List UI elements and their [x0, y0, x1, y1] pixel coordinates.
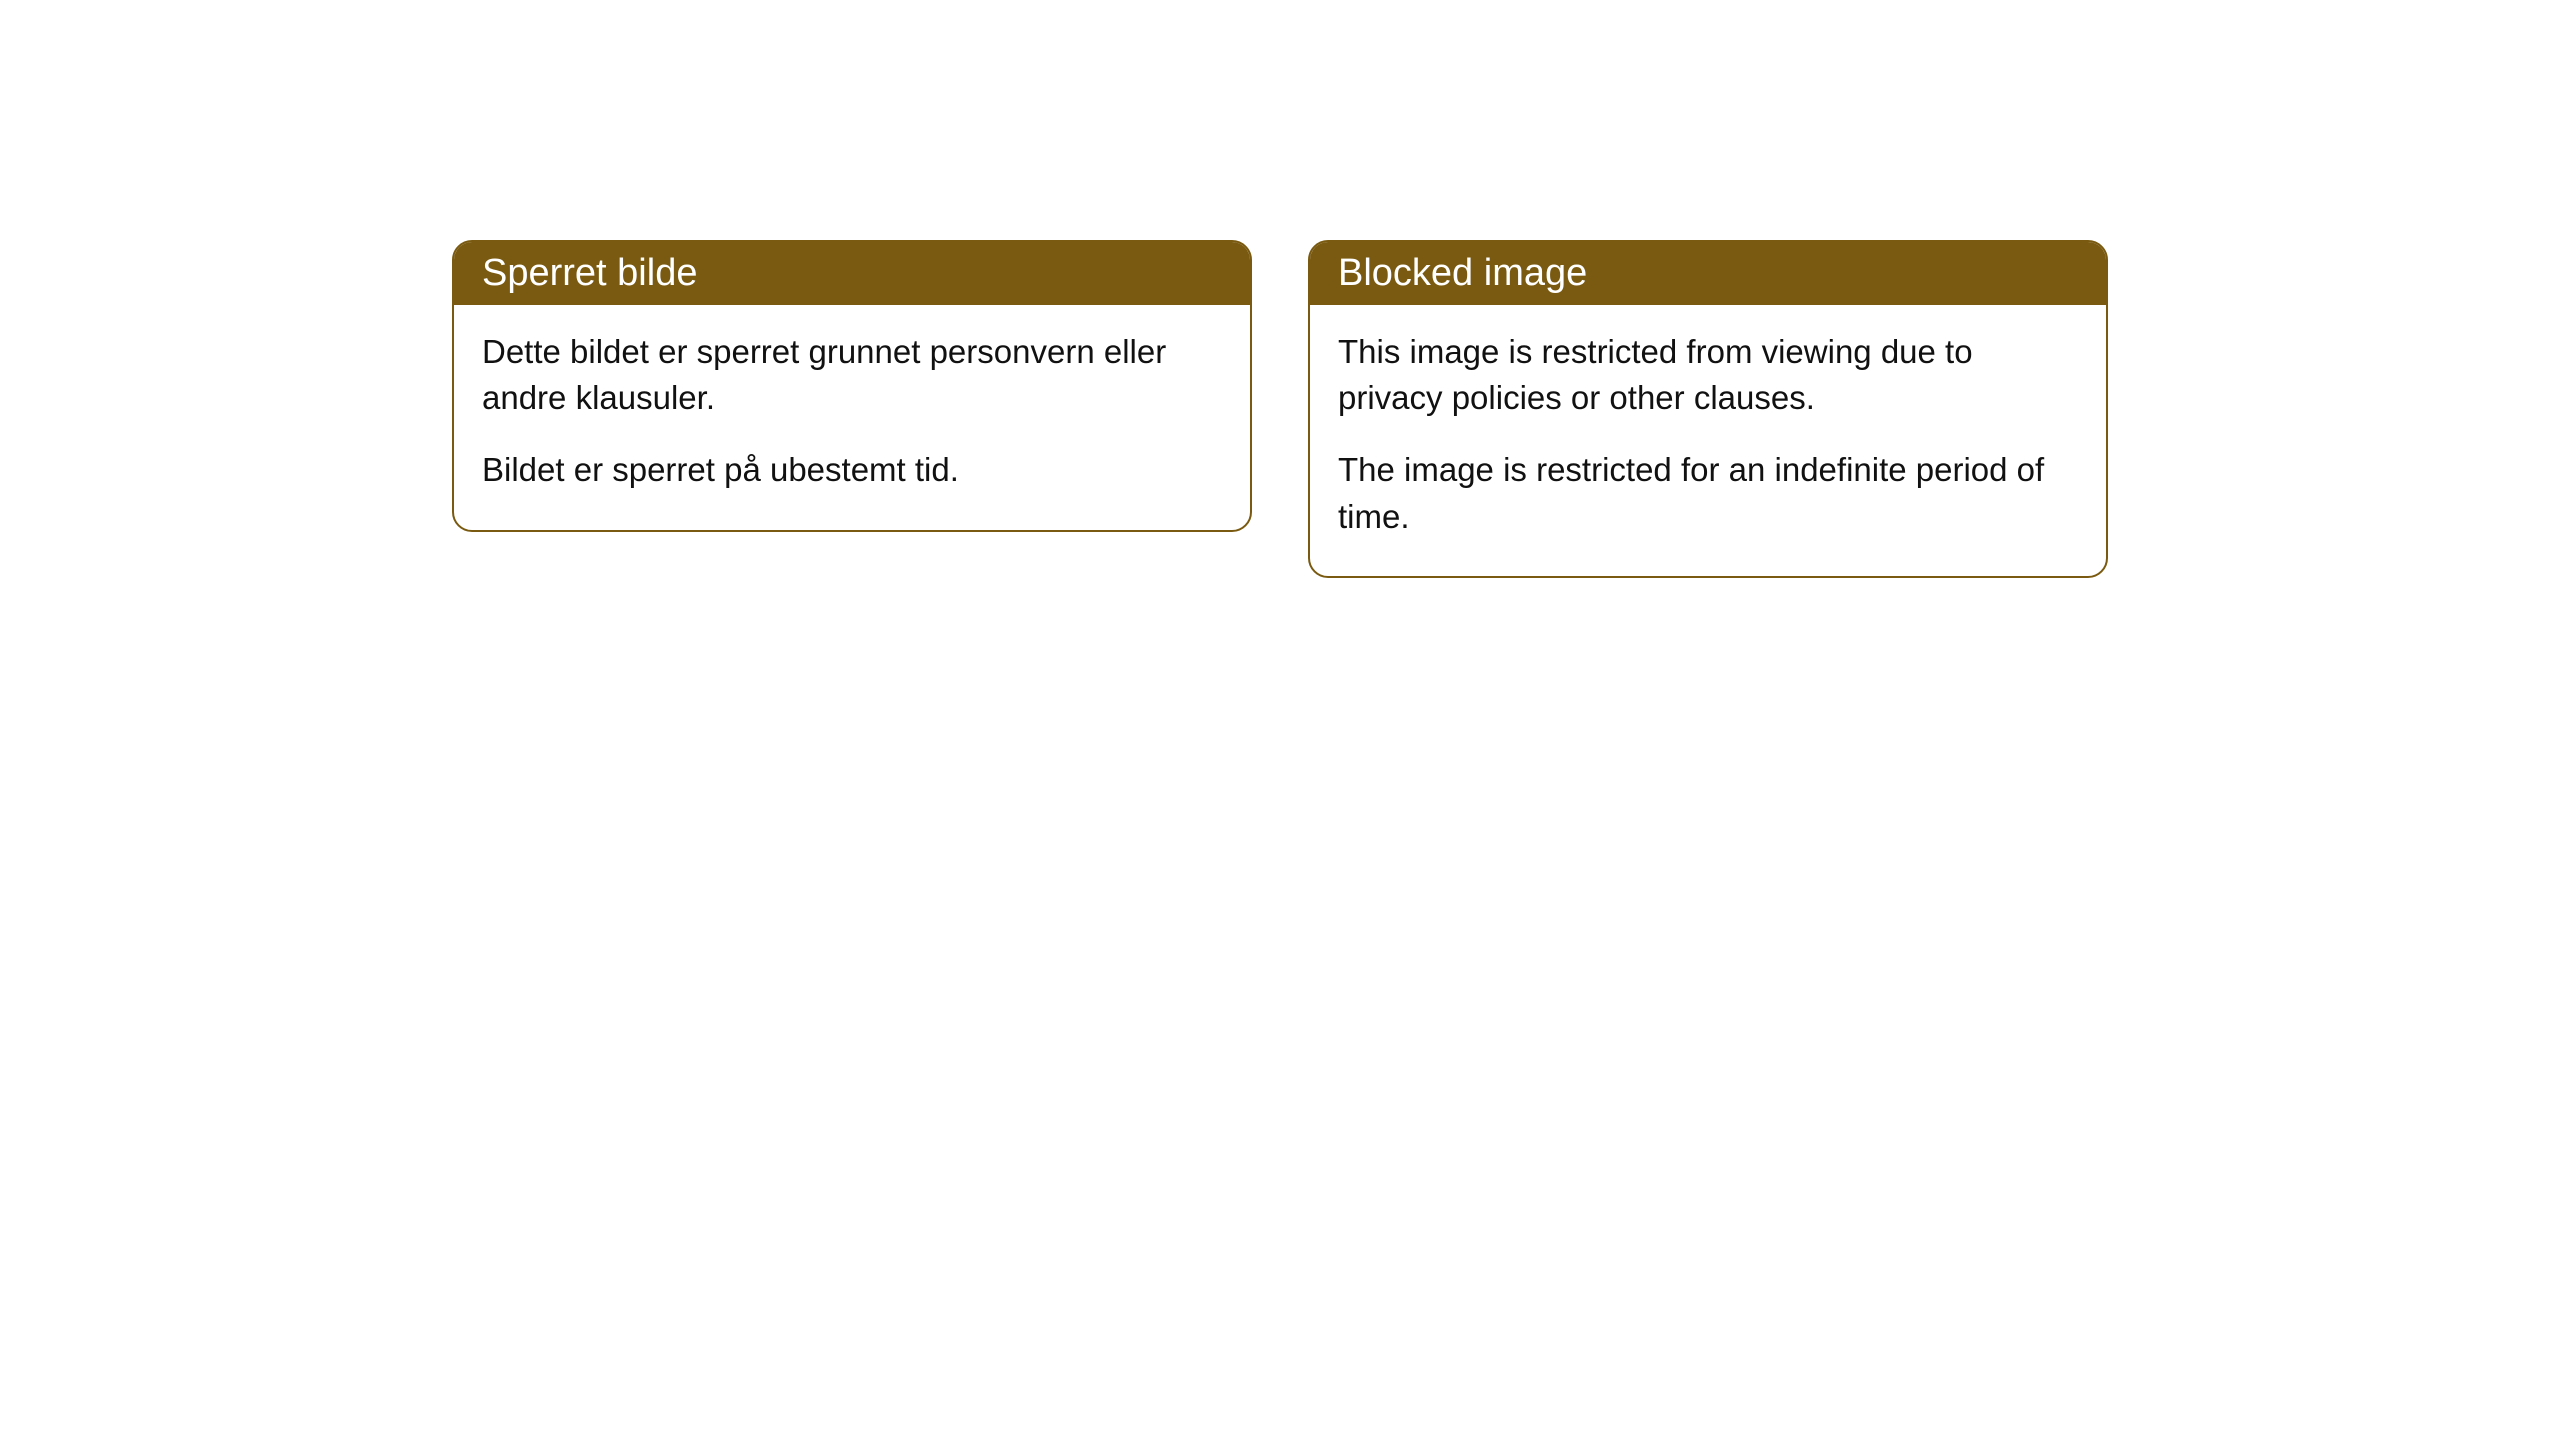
card-para1-no: Dette bildet er sperret grunnet personve… [482, 329, 1222, 421]
card-title-no: Sperret bilde [482, 252, 697, 294]
card-title-en: Blocked image [1338, 252, 1587, 294]
card-header-no: Sperret bilde [454, 242, 1250, 305]
card-para2-no: Bildet er sperret på ubestemt tid. [482, 447, 1222, 493]
card-para2-en: The image is restricted for an indefinit… [1338, 447, 2078, 539]
card-para1-en: This image is restricted from viewing du… [1338, 329, 2078, 421]
card-body-en: This image is restricted from viewing du… [1310, 305, 2106, 576]
blocked-image-card-no: Sperret bilde Dette bildet er sperret gr… [452, 240, 1252, 532]
card-body-no: Dette bildet er sperret grunnet personve… [454, 305, 1250, 530]
blocked-image-card-en: Blocked image This image is restricted f… [1308, 240, 2108, 578]
card-header-en: Blocked image [1310, 242, 2106, 305]
